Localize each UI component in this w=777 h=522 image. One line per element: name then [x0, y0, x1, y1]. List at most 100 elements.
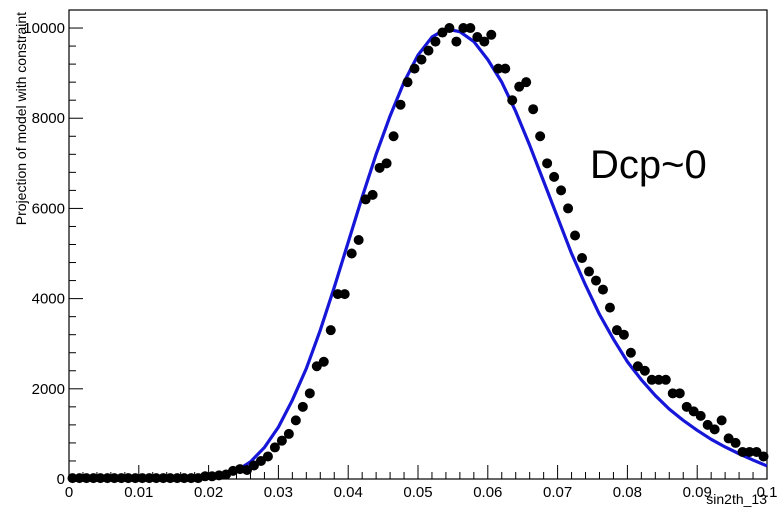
y-axis: 0 2000 4000 6000 8000 10000 [23, 9, 83, 488]
y-tick-label: 6000 [32, 200, 65, 217]
data-point [667, 388, 678, 399]
data-point [500, 63, 511, 74]
data-point [653, 374, 664, 385]
data-point [674, 388, 685, 399]
data-point [584, 266, 595, 277]
y-tick-label: 10000 [23, 20, 65, 37]
data-point [730, 437, 741, 448]
data-point [618, 329, 629, 340]
data-point [416, 54, 427, 65]
x-tick-label: 0.01 [124, 484, 153, 501]
data-point [570, 230, 581, 241]
y-tick-label: 8000 [32, 110, 65, 127]
data-point [577, 253, 588, 264]
data-point [130, 473, 141, 484]
y-tick-label: 2000 [32, 381, 65, 398]
data-point [758, 451, 769, 462]
data-point [74, 473, 85, 484]
data-point [109, 473, 120, 484]
data-point [269, 442, 280, 453]
data-point [604, 302, 615, 313]
data-point [81, 473, 92, 484]
data-point [102, 473, 113, 484]
data-point [165, 473, 176, 484]
data-point [186, 473, 197, 484]
x-tick-label: 0 [65, 484, 73, 501]
data-point [158, 473, 169, 484]
data-point [479, 36, 490, 47]
data-point [409, 63, 420, 74]
data-point [381, 158, 392, 169]
data-point [542, 158, 553, 169]
data-point [528, 104, 539, 115]
data-point [444, 23, 455, 34]
data-point [493, 63, 504, 74]
data-point [116, 473, 127, 484]
y-tick-label: 0 [57, 471, 65, 488]
data-point [521, 77, 532, 88]
data-point [388, 131, 399, 142]
data-point [283, 428, 294, 439]
x-axis: 0 0.01 0.02 0.03 0.04 0.05 0.06 0.07 0.08 0.09 0.1 [65, 465, 777, 501]
data-point [716, 415, 727, 426]
data-point [744, 446, 755, 457]
data-point [367, 189, 378, 200]
data-point [179, 473, 190, 484]
data-point [563, 203, 574, 214]
x-axis-title: sin2th_13 [706, 491, 767, 507]
data-point [639, 365, 650, 376]
y-axis-title: Projection of model with constraint [13, 12, 29, 225]
dcp-annotation: Dcp~0 [590, 143, 707, 187]
data-point [339, 289, 350, 300]
x-tick-label: 0.06 [473, 484, 502, 501]
data-point [597, 284, 608, 295]
data-point [646, 374, 657, 385]
data-point [430, 36, 441, 47]
x-tick-label: 0.1 [757, 484, 777, 501]
data-point [590, 275, 601, 286]
data-points [67, 23, 769, 484]
data-point [276, 435, 287, 446]
data-point [332, 289, 343, 300]
model-curve [208, 27, 768, 480]
data-point [172, 473, 183, 484]
x-tick-label: 0.08 [613, 484, 642, 501]
data-point [290, 415, 301, 426]
x-tick-label: 0.03 [264, 484, 293, 501]
data-point [353, 234, 364, 245]
data-point [88, 473, 99, 484]
data-point [423, 45, 434, 56]
data-point [304, 388, 315, 399]
plot-frame [68, 9, 768, 480]
data-point [395, 99, 406, 110]
x-tick-label: 0.04 [334, 484, 363, 501]
data-point [200, 471, 211, 482]
data-point [549, 171, 560, 182]
data-point [556, 185, 567, 196]
data-point [660, 374, 671, 385]
data-point [709, 424, 720, 435]
data-point [625, 347, 636, 358]
data-point [95, 473, 106, 484]
x-tick-label: 0.09 [683, 484, 712, 501]
data-point [458, 23, 469, 34]
data-point [137, 473, 148, 484]
data-point [262, 451, 273, 462]
data-point [67, 473, 78, 484]
x-tick-label: 0.02 [194, 484, 223, 501]
y-tick-label: 4000 [32, 291, 65, 308]
x-tick-label: 0.05 [403, 484, 432, 501]
data-point [486, 29, 497, 40]
x-tick-label: 0.07 [543, 484, 572, 501]
data-point [318, 356, 329, 367]
data-point [695, 410, 706, 421]
data-point [451, 36, 462, 47]
data-point [325, 325, 336, 336]
data-point [737, 446, 748, 457]
data-point [151, 473, 162, 484]
data-point [535, 131, 546, 142]
data-point [507, 95, 518, 106]
model-curve-line [208, 27, 768, 480]
data-point [402, 77, 413, 88]
